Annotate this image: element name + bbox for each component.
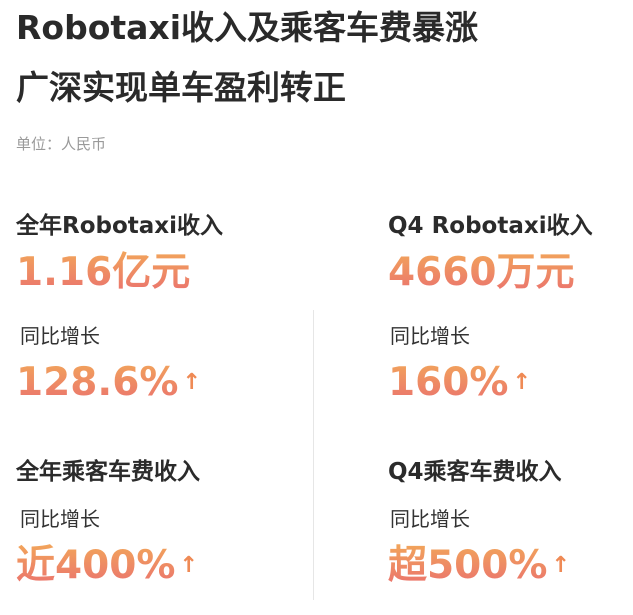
card-value: 4660万元	[388, 250, 575, 295]
title-line-2: 广深实现单车盈利转正	[16, 68, 346, 107]
card-label: 全年Robotaxi收入	[16, 213, 224, 239]
growth-label: 同比增长	[390, 324, 470, 348]
up-arrow-icon: ↑	[179, 553, 198, 578]
growth-label: 同比增长	[20, 507, 100, 531]
card-label: Q4乘客车费收入	[388, 459, 562, 485]
growth-value: 128.6% ↑	[16, 360, 201, 405]
up-arrow-icon: ↑	[512, 370, 531, 395]
growth-value: 超500% ↑	[388, 543, 570, 588]
up-arrow-icon: ↑	[551, 553, 570, 578]
card-label: 全年乘客车费收入	[16, 459, 200, 485]
growth-label: 同比增长	[390, 507, 470, 531]
unit-note: 单位：人民币	[16, 135, 107, 153]
card-value: 1.16亿元	[16, 250, 191, 295]
growth-value: 近400% ↑	[16, 543, 198, 588]
growth-label: 同比增长	[20, 324, 100, 348]
up-arrow-icon: ↑	[182, 370, 201, 395]
column-divider	[313, 310, 314, 600]
card-label: Q4 Robotaxi收入	[388, 213, 593, 239]
growth-value: 160% ↑	[388, 360, 531, 405]
title-line-1: Robotaxi收入及乘客车费暴涨	[16, 8, 479, 47]
